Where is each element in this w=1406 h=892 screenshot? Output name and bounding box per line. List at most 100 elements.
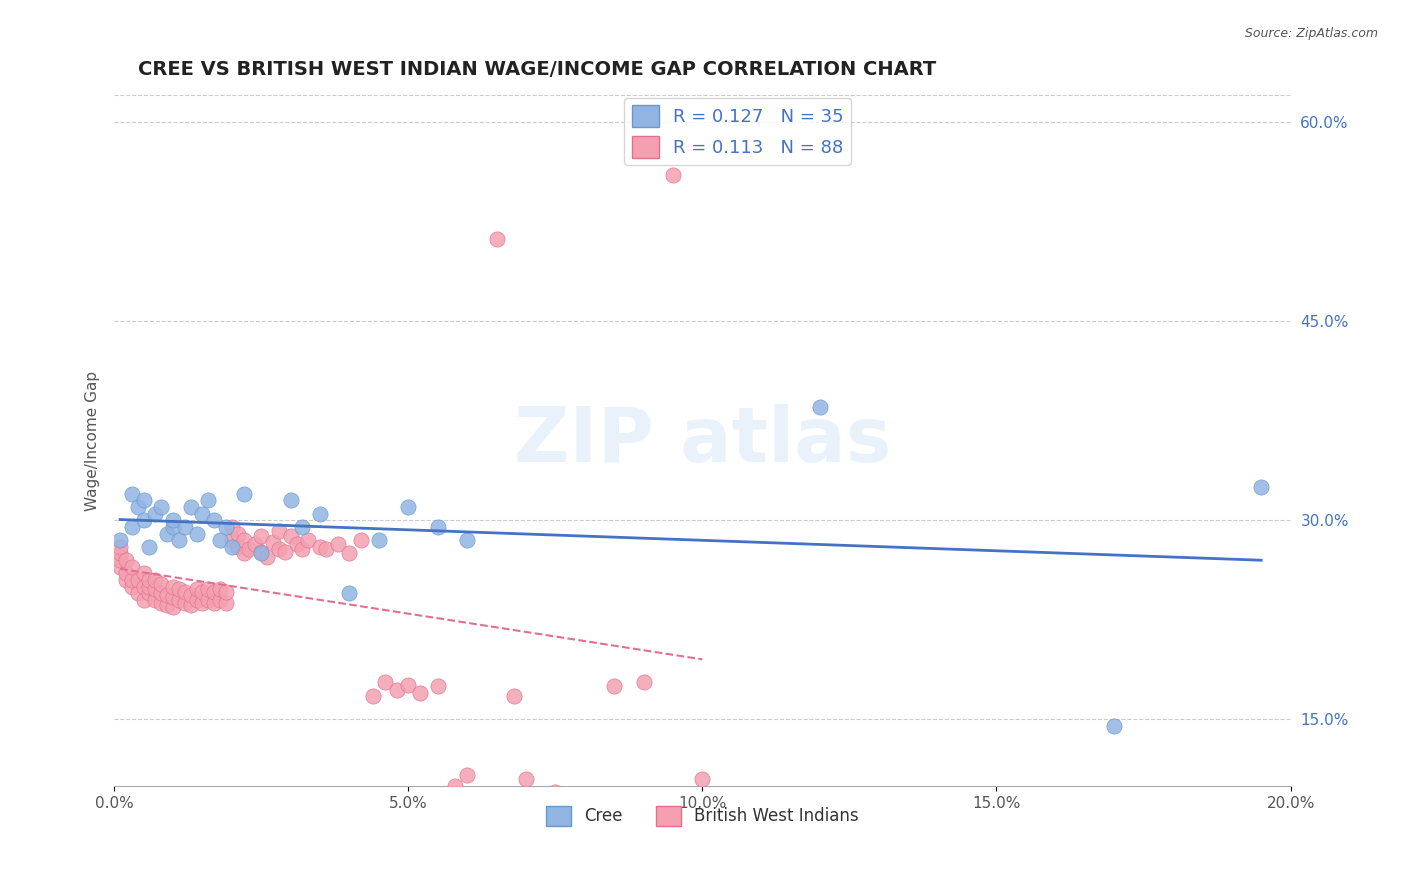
Point xyxy=(121,559,143,574)
Text: CREE VS BRITISH WEST INDIAN WAGE/INCOME GAP CORRELATION CHART: CREE VS BRITISH WEST INDIAN WAGE/INCOME … xyxy=(138,60,936,78)
Point xyxy=(396,678,419,692)
Point xyxy=(173,596,195,610)
Point xyxy=(115,573,138,587)
Point xyxy=(209,582,232,597)
Point xyxy=(108,533,131,548)
Point xyxy=(162,520,184,534)
Point xyxy=(150,586,173,600)
Point xyxy=(132,593,155,607)
Point xyxy=(339,586,361,600)
Point xyxy=(262,534,284,549)
Point xyxy=(127,500,149,514)
Point xyxy=(215,520,238,534)
Legend: Cree, British West Indians: Cree, British West Indians xyxy=(538,799,866,832)
Text: ZIP atlas: ZIP atlas xyxy=(513,403,891,477)
Point xyxy=(180,588,202,602)
Point xyxy=(1250,480,1272,494)
Point xyxy=(361,689,384,703)
Point xyxy=(456,768,478,782)
Point xyxy=(197,582,219,597)
Point xyxy=(150,596,173,610)
Point xyxy=(173,585,195,599)
Point xyxy=(180,599,202,613)
Point xyxy=(167,582,190,597)
Point xyxy=(444,779,467,793)
Point xyxy=(309,540,332,554)
Point xyxy=(145,507,167,521)
Point xyxy=(156,526,179,541)
Point xyxy=(633,675,655,690)
Point xyxy=(221,533,243,548)
Y-axis label: Wage/Income Gap: Wage/Income Gap xyxy=(86,370,100,511)
Point xyxy=(256,550,278,565)
Point xyxy=(108,553,131,567)
Point xyxy=(326,537,349,551)
Point xyxy=(426,520,449,534)
Point xyxy=(121,520,143,534)
Point xyxy=(209,533,232,548)
Point xyxy=(202,513,225,527)
Point xyxy=(245,537,267,551)
Point xyxy=(180,500,202,514)
Point xyxy=(167,533,190,548)
Point xyxy=(121,486,143,500)
Point xyxy=(127,573,149,587)
Point xyxy=(186,582,208,597)
Point xyxy=(115,553,138,567)
Point xyxy=(121,573,143,587)
Point xyxy=(221,540,243,554)
Point xyxy=(145,593,167,607)
Point xyxy=(162,580,184,594)
Point xyxy=(662,168,685,182)
Point xyxy=(156,599,179,613)
Point xyxy=(574,798,596,813)
Point xyxy=(202,596,225,610)
Point xyxy=(232,546,254,560)
Point xyxy=(150,500,173,514)
Point xyxy=(167,593,190,607)
Point xyxy=(232,486,254,500)
Point xyxy=(280,493,302,508)
Point xyxy=(191,585,214,599)
Point xyxy=(385,683,408,698)
Point xyxy=(603,679,626,693)
Point xyxy=(209,593,232,607)
Point xyxy=(138,540,160,554)
Point xyxy=(186,526,208,541)
Point xyxy=(226,526,249,541)
Point xyxy=(108,546,131,560)
Point xyxy=(162,513,184,527)
Point xyxy=(226,540,249,554)
Point xyxy=(145,582,167,597)
Point xyxy=(250,546,273,560)
Point xyxy=(350,533,373,548)
Point xyxy=(280,529,302,543)
Point xyxy=(309,507,332,521)
Point xyxy=(315,542,337,557)
Point xyxy=(426,679,449,693)
Point xyxy=(121,580,143,594)
Point xyxy=(250,529,273,543)
Text: Source: ZipAtlas.com: Source: ZipAtlas.com xyxy=(1244,27,1378,40)
Point xyxy=(285,537,308,551)
Point xyxy=(485,232,508,246)
Point xyxy=(173,520,195,534)
Point xyxy=(191,596,214,610)
Point xyxy=(291,520,314,534)
Point xyxy=(115,566,138,581)
Point xyxy=(544,785,567,799)
Point xyxy=(197,493,219,508)
Point xyxy=(197,593,219,607)
Point xyxy=(132,580,155,594)
Point xyxy=(132,513,155,527)
Point xyxy=(1102,719,1125,733)
Point xyxy=(215,596,238,610)
Point xyxy=(267,542,290,557)
Point xyxy=(145,573,167,587)
Point xyxy=(374,675,396,690)
Point xyxy=(291,542,314,557)
Point xyxy=(108,540,131,554)
Point xyxy=(138,586,160,600)
Point xyxy=(108,559,131,574)
Point xyxy=(132,566,155,581)
